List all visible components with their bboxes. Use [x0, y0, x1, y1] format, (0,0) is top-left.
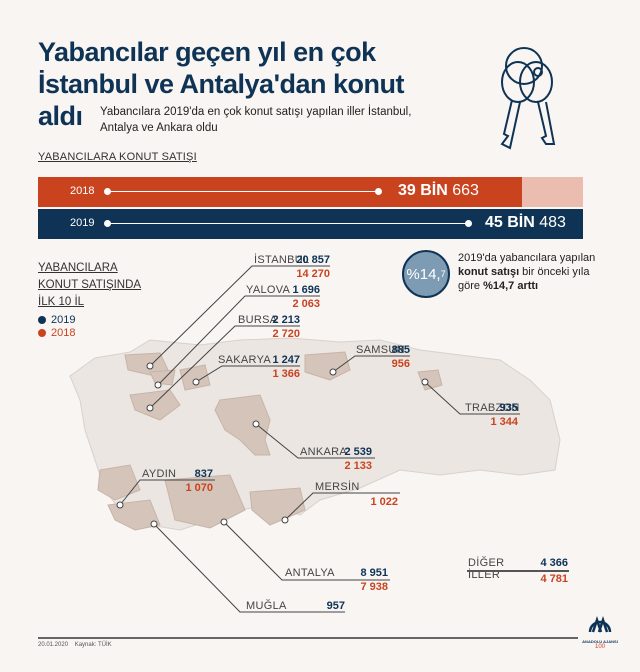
other-provinces-underline	[467, 570, 569, 572]
legend-dot-icon	[38, 329, 46, 337]
page-title: Yabancılar geçen yıl en çok İstanbul ve …	[38, 36, 404, 132]
legend-dot-icon	[38, 316, 46, 324]
bar-2018: 2018 39 BİN 663	[38, 177, 583, 207]
legend-item-2019: 2019	[38, 314, 75, 326]
bar-value: 45 BİN 483	[485, 214, 566, 231]
aa-logo-icon	[588, 616, 612, 633]
footer-divider	[38, 637, 578, 639]
title-line-3: aldı	[38, 101, 83, 131]
footer-source: Kaynak: TÜİK	[74, 642, 112, 648]
bar-year-label: 2019	[70, 217, 95, 229]
title-line-2: İstanbul ve Antalya'dan konut	[38, 69, 404, 99]
footer: 20.01.2020 Kaynak: TÜİK	[38, 642, 112, 648]
anadolu-logo: ANADOLU AJANSI 100	[575, 612, 625, 650]
growth-badge: %14, 7	[402, 250, 450, 298]
bar-end-dot	[375, 188, 382, 195]
bar-value: 39 BİN 663	[398, 182, 479, 199]
bar-end-dot	[465, 220, 472, 227]
sales-section-label: YABANCILARA KONUT SATIŞI	[38, 151, 197, 163]
subtitle: Yabancılara 2019'da en çok konut satışı …	[100, 106, 412, 134]
title-line-1: Yabancılar geçen yıl en çok	[38, 37, 376, 67]
growth-description: 2019'da yabancılara yapılan konut satışı…	[458, 252, 596, 292]
bar-year-label: 2018	[70, 185, 95, 197]
footer-date: 20.01.2020	[38, 642, 69, 648]
legend-item-2018: 2018	[38, 327, 75, 339]
keys-icon	[500, 47, 556, 150]
bar-2019: 2019 45 BİN 483	[38, 209, 583, 239]
legend-title: YABANCILARA KONUT SATIŞINDA İLK 10 İL	[38, 262, 142, 308]
